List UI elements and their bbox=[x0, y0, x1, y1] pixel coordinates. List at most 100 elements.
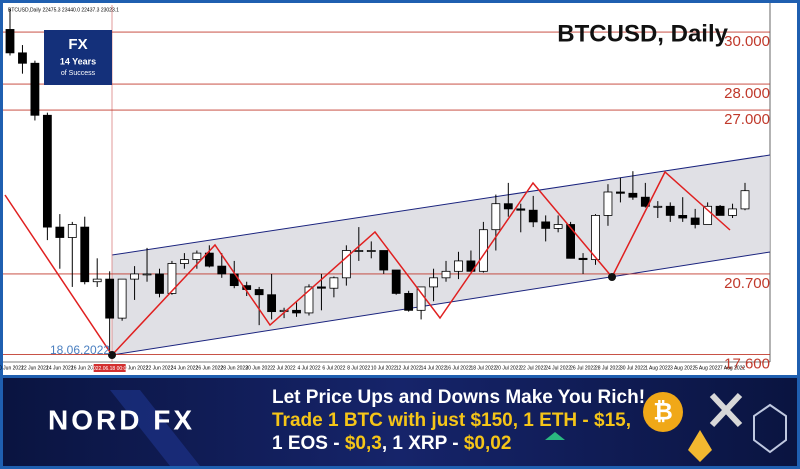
candle-body bbox=[665, 205, 675, 216]
candle-body bbox=[155, 273, 164, 294]
headline: Let Price Ups and Downs Make You Rich! bbox=[272, 387, 645, 408]
channel-lower bbox=[111, 251, 771, 356]
x-tick-label: 28 Jun 2022 bbox=[220, 365, 248, 371]
level-label: 17.600 bbox=[724, 356, 770, 373]
x-tick-label: 10 Jun 2022 bbox=[0, 365, 24, 371]
candle-body bbox=[541, 221, 551, 229]
candle-body bbox=[192, 252, 202, 261]
candle-body bbox=[292, 309, 301, 314]
bitcoin-icon bbox=[643, 392, 683, 432]
candle-body bbox=[67, 224, 77, 238]
candle-body bbox=[329, 277, 339, 289]
logo-text: of Success bbox=[61, 70, 96, 77]
candle-body bbox=[366, 250, 376, 252]
crosshair-box bbox=[93, 364, 126, 372]
level-label: 30.000 bbox=[724, 33, 770, 50]
x-tick-label: 26 Jul 2022 bbox=[570, 365, 596, 371]
x-tick-label: 4 Jul 2022 bbox=[297, 365, 320, 371]
level-label: 27.000 bbox=[724, 111, 770, 128]
x-tick-label: 30 Jul 2022 bbox=[620, 365, 646, 371]
x-tick-label: 26 Jun 2022 bbox=[196, 365, 224, 371]
candle-body bbox=[304, 286, 314, 314]
candle-body bbox=[254, 289, 264, 296]
x-tick-label: 18 Jul 2022 bbox=[470, 365, 496, 371]
x-tick-label: 28 Jul 2022 bbox=[595, 365, 621, 371]
candle-body bbox=[628, 192, 638, 198]
candle-body bbox=[578, 257, 588, 261]
candle-body bbox=[354, 250, 364, 252]
candle-body bbox=[391, 269, 401, 294]
logo-box bbox=[44, 30, 112, 85]
offer-line: 1 EOS - $0,3, 1 XRP - $0,02 bbox=[272, 433, 511, 454]
candle-body bbox=[267, 294, 277, 313]
candle-body bbox=[42, 114, 52, 228]
x-tick-label: 7 Aug 2022 bbox=[720, 365, 746, 371]
candle-body bbox=[317, 286, 326, 289]
candle-body bbox=[678, 214, 688, 219]
candle-body bbox=[553, 224, 563, 229]
x-tick-label: 22 Jul 2022 bbox=[520, 365, 546, 371]
offer-part: , 1 XRP - bbox=[382, 433, 464, 454]
candle-body bbox=[18, 52, 27, 64]
x-tick-label: 6 Jul 2022 bbox=[322, 365, 345, 371]
xrp-icon bbox=[709, 392, 743, 428]
candle-body bbox=[92, 278, 102, 283]
candle-body bbox=[728, 208, 737, 216]
candle-body bbox=[715, 205, 725, 216]
x-tick-label: 16 Jun 2022 bbox=[71, 365, 99, 371]
x-tick-label: 22 Jun 2022 bbox=[146, 365, 174, 371]
eth-icon bbox=[688, 430, 712, 462]
x-tick-label: 1 Aug 2022 bbox=[645, 365, 671, 371]
brand: NORD FX bbox=[48, 404, 195, 435]
x-tick-label: 12 Jun 2022 bbox=[21, 365, 49, 371]
candle-body bbox=[503, 203, 513, 210]
crosshair-label: 2022.06.18 00:00 bbox=[90, 366, 129, 372]
bitcoin-symbol: ₿ bbox=[653, 398, 673, 425]
candle-body bbox=[217, 265, 227, 275]
logo-mark: FX bbox=[68, 36, 87, 53]
candle-body bbox=[229, 273, 239, 287]
candle-body bbox=[117, 278, 127, 319]
x-tick-label: 24 Jul 2022 bbox=[545, 365, 571, 371]
candle-body bbox=[454, 260, 463, 272]
level-label: 28.000 bbox=[724, 85, 770, 102]
candle-body bbox=[5, 29, 15, 54]
offer-part: $0,02 bbox=[464, 433, 512, 454]
pivot-dot bbox=[108, 351, 116, 359]
candle-body bbox=[242, 285, 252, 290]
candle-body bbox=[516, 208, 526, 211]
logo-text: 14 Years bbox=[60, 56, 96, 66]
x-tick-label: 20 Jun 2022 bbox=[121, 365, 149, 371]
candle-body bbox=[341, 250, 351, 279]
zigzag bbox=[4, 170, 731, 357]
candle-body bbox=[180, 259, 189, 264]
candle-body bbox=[616, 191, 625, 194]
x-tick-label: 14 Jul 2022 bbox=[421, 365, 447, 371]
candle-body bbox=[690, 217, 700, 225]
candle-body bbox=[404, 293, 414, 311]
candle-body bbox=[204, 252, 214, 267]
x-tick-label: 14 Jun 2022 bbox=[46, 365, 74, 371]
candle-body bbox=[441, 270, 451, 279]
banner-decor bbox=[110, 390, 200, 466]
candle-body bbox=[80, 226, 90, 283]
x-tick-label: 20 Jul 2022 bbox=[495, 365, 521, 371]
x-tick-label: 10 Jul 2022 bbox=[371, 365, 397, 371]
x-tick-label: 16 Jul 2022 bbox=[446, 365, 472, 371]
date-annotation: 18.06.2022 bbox=[50, 343, 110, 357]
candle-body bbox=[528, 209, 538, 223]
eos-icon bbox=[753, 403, 787, 454]
candle-body bbox=[491, 203, 501, 231]
info-line: BTCUSD,Daily 22475.3 23440.0 22437.3 230… bbox=[8, 7, 119, 13]
arrow-icon bbox=[545, 432, 565, 440]
x-tick-label: 12 Jul 2022 bbox=[396, 365, 422, 371]
x-tick-label: 3 Aug 2022 bbox=[670, 365, 696, 371]
x-tick-label: 5 Aug 2022 bbox=[695, 365, 721, 371]
candle-body bbox=[55, 226, 65, 238]
candle-body bbox=[142, 273, 152, 276]
candle-body bbox=[105, 278, 115, 319]
candle-body bbox=[603, 191, 613, 216]
candle-body bbox=[566, 224, 575, 259]
